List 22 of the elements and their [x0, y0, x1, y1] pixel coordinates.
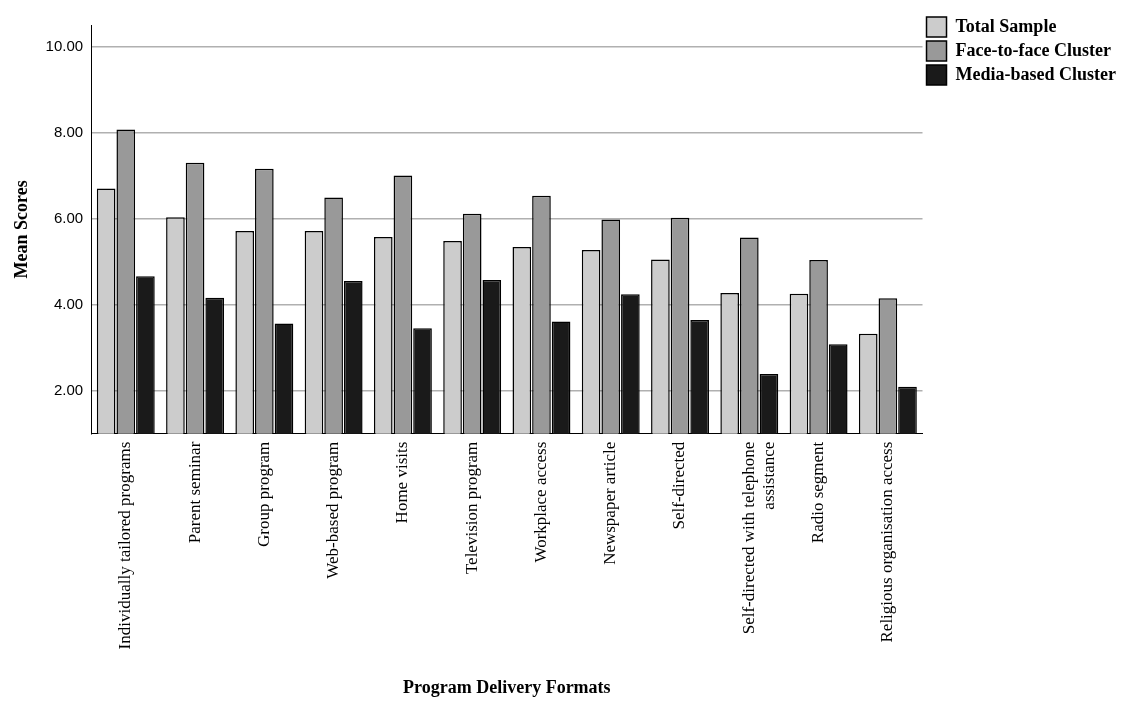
x-tick-label: Radio segment — [808, 441, 828, 544]
x-tick-label: Self-directed with telephone assistance — [738, 441, 779, 635]
y-tick-label: 4.00 — [53, 294, 84, 312]
legend-label: Face-to-face Cluster — [955, 39, 1111, 60]
x-tick-label: Newspaper article — [600, 441, 620, 565]
legend-label: Media-based Cluster — [955, 63, 1117, 84]
x-tick-label: Self-directed — [669, 441, 689, 530]
x-tick-label: Group program — [253, 441, 273, 547]
x-tick-label: Home visits — [392, 441, 412, 524]
x-tick-label: Web-based program — [323, 441, 343, 579]
y-tick-label: 6.00 — [53, 208, 84, 226]
legend-label: Total Sample — [955, 15, 1057, 36]
x-tick-label: Individually tailored programs — [115, 441, 135, 650]
y-tick-label: 2.00 — [53, 380, 84, 398]
x-tick-label: Television program — [461, 441, 481, 575]
x-axis-title: Program Delivery Formats — [403, 676, 611, 697]
x-tick-label: Parent seminar — [184, 441, 204, 544]
y-tick-label: 8.00 — [53, 122, 84, 140]
y-axis-title: Mean Scores — [11, 180, 32, 279]
x-tick-label: Religious organisation access — [877, 441, 897, 643]
y-tick-label: 10.00 — [45, 36, 84, 54]
x-tick-label: Workplace access — [530, 441, 550, 563]
